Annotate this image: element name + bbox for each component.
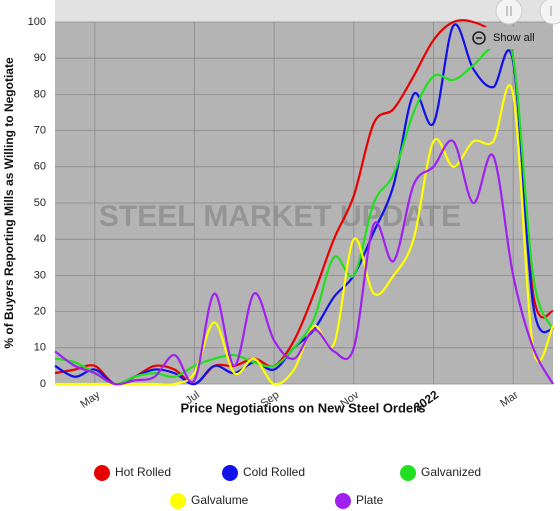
legend-marker [400,465,416,481]
y-tick-label: 60 [34,161,46,173]
legend-marker [170,493,186,509]
y-tick-label: 0 [40,378,46,390]
y-tick-label: 10 [34,342,46,354]
series-line [54,23,554,386]
handle[interactable] [539,0,560,25]
y-tick-label: 80 [34,88,46,100]
x-tick-label: Mar [498,389,521,410]
series-line [54,36,555,386]
legend-label: Hot Rolled [115,465,171,479]
zoom-icon [472,31,486,45]
legend-marker [335,493,351,509]
legend-marker [94,465,110,481]
y-tick-label: 20 [34,306,46,318]
lines [54,19,555,386]
series-line [54,139,554,386]
x-tick-label: 2022 [411,387,441,414]
button-bg[interactable] [468,27,544,49]
handle[interactable] [495,0,523,25]
watermark: STEEL MARKET UPDATE [99,200,461,233]
y-tick-label: 90 [34,52,46,64]
y-tick-label: 50 [34,197,46,209]
button-label[interactable]: Show all [493,32,535,44]
legend-label: Cold Rolled [243,465,305,479]
legend-marker [222,465,238,481]
y-tick-label: 30 [34,269,46,281]
show-all-button[interactable]: Show all [468,27,544,49]
legend-label: Galvalume [191,493,249,507]
zoom-strip [55,0,553,22]
y-axis-title: % of Buyers Reporting Mills as Willing t… [2,57,16,349]
x-axis-title: Price Negotiations on New Steel Orders [181,400,426,415]
legend-label: Plate [356,493,384,507]
x-tick-label: May [78,389,102,411]
legend-label: Galvanized [421,465,481,479]
y-tick-label: 40 [34,233,46,245]
y-tick-label: 70 [34,125,46,137]
scroll-handles[interactable] [495,0,560,25]
y-tick-label: 100 [28,16,46,28]
